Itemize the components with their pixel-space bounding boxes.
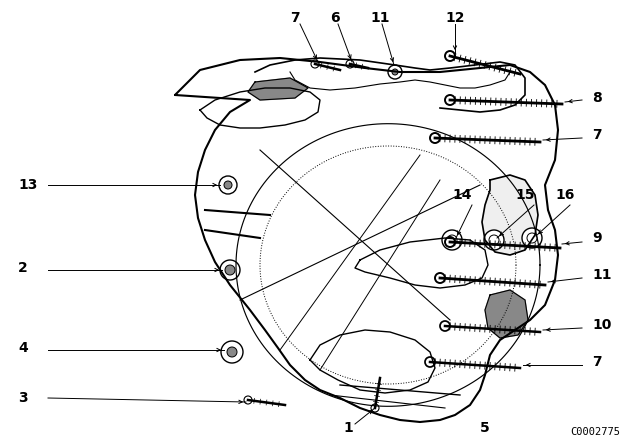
Text: 15: 15 [515,188,535,202]
Text: 4: 4 [18,341,28,355]
Text: 12: 12 [445,11,465,25]
Text: 14: 14 [452,188,472,202]
Circle shape [440,321,450,331]
Circle shape [225,265,235,275]
Text: 5: 5 [480,421,490,435]
Circle shape [224,181,232,189]
Text: C0002775: C0002775 [570,427,620,437]
Polygon shape [482,175,538,255]
Circle shape [527,233,537,243]
Circle shape [346,60,354,68]
Text: 3: 3 [18,391,28,405]
Text: 11: 11 [592,268,611,282]
Text: 16: 16 [556,188,575,202]
Circle shape [430,133,440,143]
Text: 7: 7 [592,128,602,142]
Circle shape [522,228,542,248]
Text: 9: 9 [592,231,602,245]
Circle shape [447,235,457,245]
Circle shape [442,230,462,250]
Polygon shape [248,78,308,100]
Text: 1: 1 [343,421,353,435]
Circle shape [227,347,237,357]
Circle shape [484,230,504,250]
Circle shape [221,341,243,363]
Circle shape [371,404,379,412]
Polygon shape [485,290,528,338]
Circle shape [489,235,499,245]
Text: 13: 13 [18,178,37,192]
Circle shape [445,95,455,105]
Circle shape [445,51,455,61]
Circle shape [425,357,435,367]
Circle shape [392,69,398,75]
Text: 7: 7 [592,355,602,369]
Text: 10: 10 [592,318,611,332]
Circle shape [244,396,252,404]
Circle shape [311,60,319,68]
Text: 2: 2 [18,261,28,275]
Text: 8: 8 [592,91,602,105]
Circle shape [388,65,402,79]
Circle shape [220,260,240,280]
Circle shape [445,237,455,247]
Text: 7: 7 [290,11,300,25]
Text: 11: 11 [371,11,390,25]
Circle shape [435,273,445,283]
Circle shape [219,176,237,194]
Text: 6: 6 [330,11,340,25]
